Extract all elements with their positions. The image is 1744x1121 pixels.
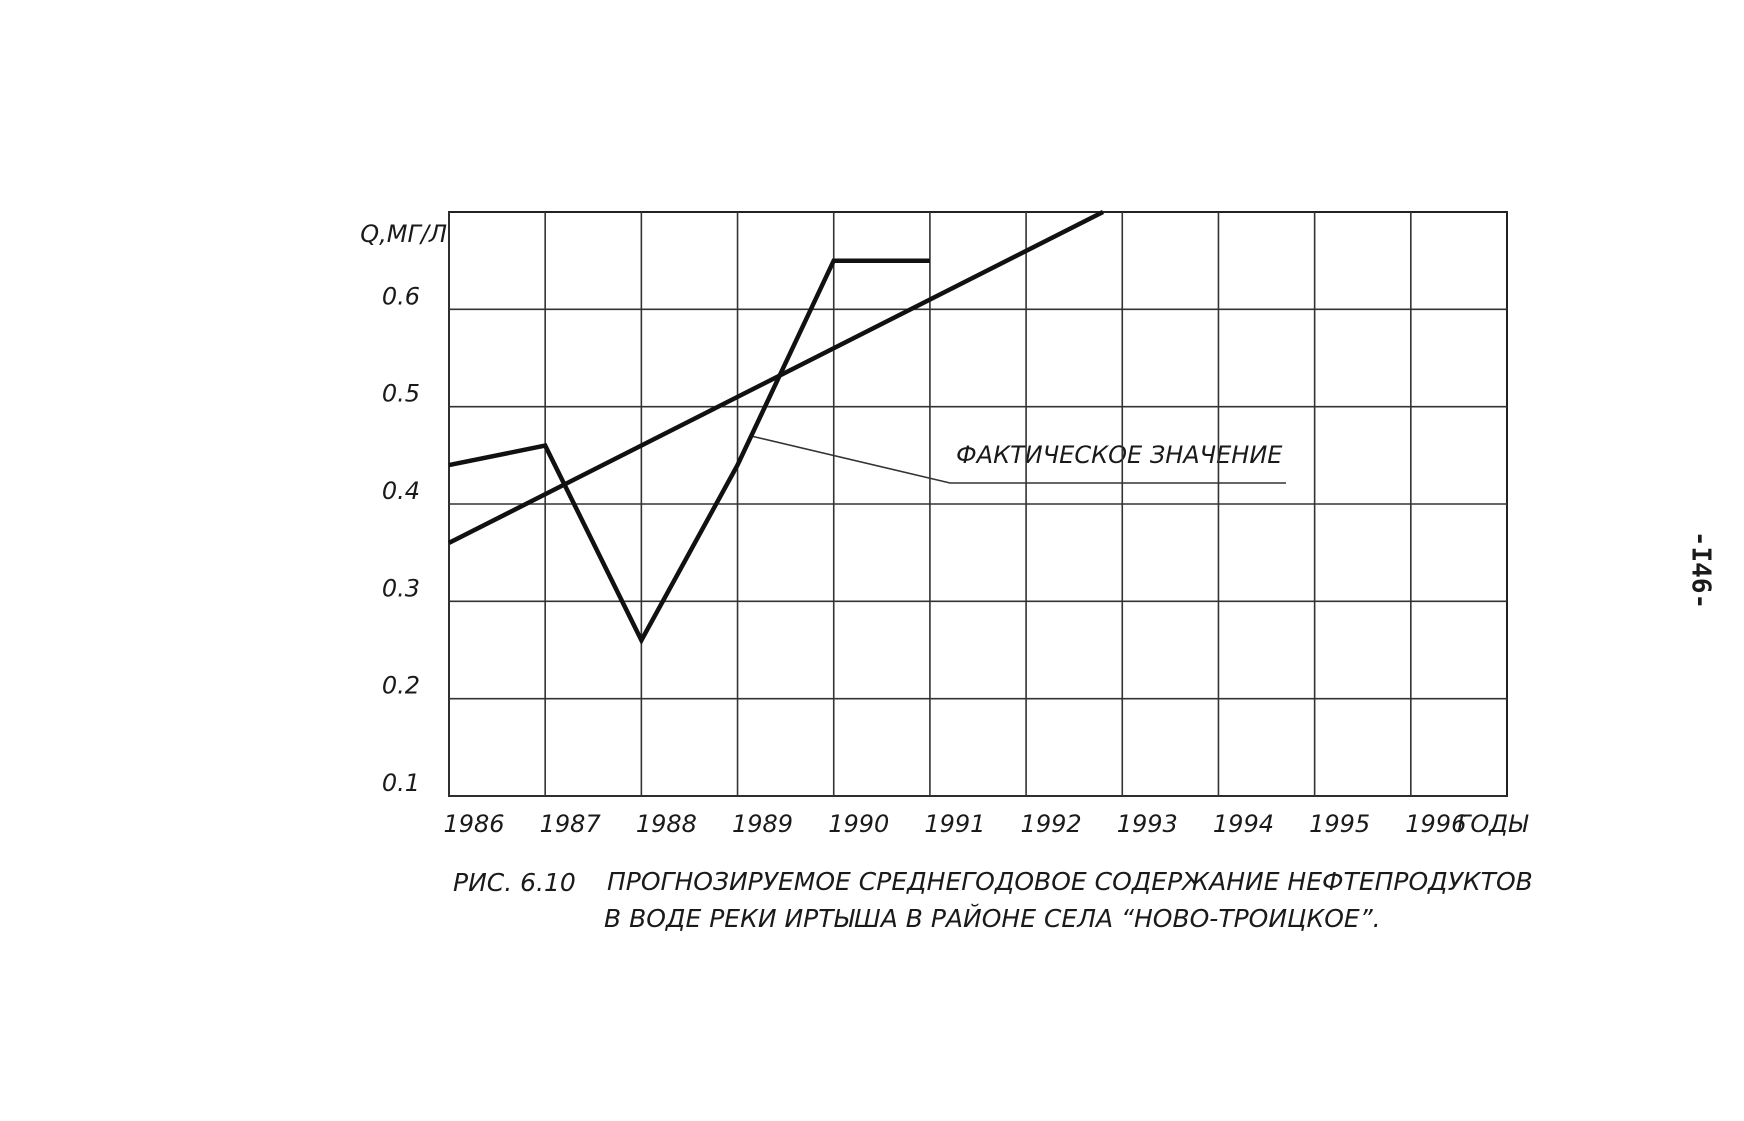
figure-label: РИС. 6.10 bbox=[453, 868, 576, 897]
x-tick-label: 1992 bbox=[1021, 810, 1082, 838]
x-tick-label: 1991 bbox=[924, 810, 985, 838]
annotation: ФАКТИЧЕСКОЕ ЗНАЧЕНИЕ bbox=[956, 441, 1283, 469]
y-tick-label: 0.3 bbox=[382, 574, 420, 602]
y-tick-label: 0.4 bbox=[382, 477, 420, 505]
x-tick-label: 1986 bbox=[443, 810, 504, 838]
x-axis-label: ГОДЫ bbox=[1457, 810, 1529, 838]
x-tick-label: 1989 bbox=[732, 810, 793, 838]
x-tick-label: 1996 bbox=[1405, 810, 1466, 838]
y-tick-label: 0.1 bbox=[382, 769, 420, 797]
data-line bbox=[447, 209, 1105, 545]
caption-line: В ВОДЕ РЕКИ ИРТЫША В РАЙОНЕ СЕЛА “НОВО-Т… bbox=[604, 904, 1381, 933]
y-axis-label: Q,МГ/Л bbox=[360, 220, 447, 248]
page-number: -I46- bbox=[1686, 531, 1716, 609]
x-tick-label: 1987 bbox=[540, 810, 602, 838]
y-tick-label: 0.2 bbox=[382, 672, 420, 700]
annotation-leader bbox=[750, 435, 1286, 484]
x-tick-label: 1993 bbox=[1117, 810, 1178, 838]
caption-line: ПРОГНОЗИРУЕМОЕ СРЕДНЕГОДОВОЕ СОДЕРЖАНИЕ … bbox=[607, 867, 1533, 896]
data-line bbox=[448, 258, 930, 646]
x-tick-label: 1990 bbox=[828, 810, 889, 838]
x-tick-label: 1994 bbox=[1213, 810, 1274, 838]
y-tick-label: 0.6 bbox=[382, 282, 420, 310]
y-tick-label: 0.5 bbox=[382, 380, 420, 408]
x-tick-label: 1995 bbox=[1309, 810, 1370, 838]
x-tick-label: 1988 bbox=[636, 810, 697, 838]
